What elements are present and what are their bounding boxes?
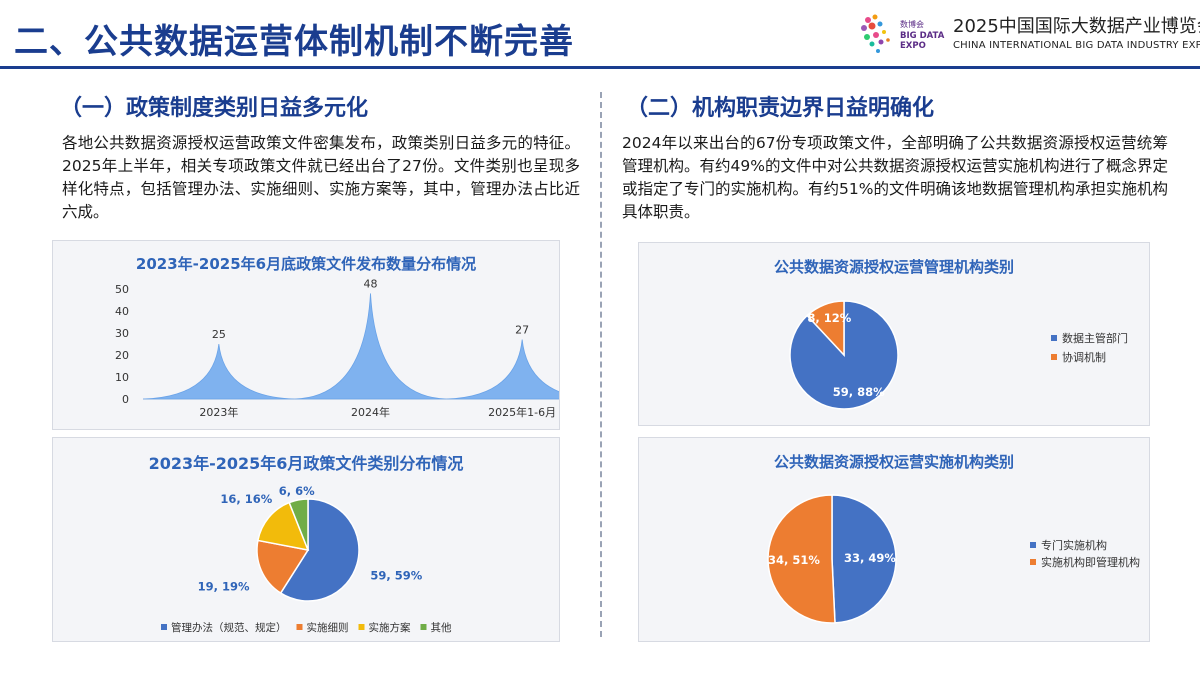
page-title: 二、公共数据运营体制机制不断完善 — [14, 22, 574, 62]
left-section-title: （一）政策制度类别日益多元化 — [60, 96, 369, 121]
category-pie-chart: 59, 59% 19, 19% 16, 16% 6, 6% 管理办法（规范、规定） 实施细… — [161, 484, 452, 634]
y-tick-label: 40 — [115, 305, 129, 318]
legend-swatch — [1030, 559, 1036, 565]
pie-data-label: 59, 88% — [833, 385, 885, 399]
pie-data-label: 59, 59% — [370, 569, 422, 583]
header-rule — [0, 66, 1200, 69]
pie-slice-1 — [831, 494, 897, 624]
pie-data-label: 33, 49% — [844, 551, 896, 565]
pie-slice-4 — [288, 498, 309, 551]
impl-chart-title: 公共数据资源授权运营实施机构类别 — [773, 453, 1014, 471]
legend-swatch — [1051, 354, 1057, 360]
area-spike-2 — [294, 293, 447, 400]
y-tick-label: 20 — [115, 349, 129, 362]
trend-chart-panel: 2023年-2025年6月底政策文件发布数量分布情况 0 10 20 30 40 50 25… — [52, 240, 560, 430]
expo-logo-line-3: EXPO — [900, 41, 926, 51]
pie-data-label: 34, 51% — [768, 553, 820, 567]
legend-label: 数据主管部门 — [1062, 331, 1128, 345]
left-paragraph: 各地公共数据资源授权运营政策文件密集发布，政策类别日益多元的特征。2025年上半… — [62, 134, 580, 221]
legend-label: 协调机制 — [1062, 350, 1106, 364]
impl-chart-panel: 公共数据资源授权运营实施机构类别 33, 49% 34, 51% 专门实施机构实施机… — [638, 437, 1150, 642]
expo-name-cn: 2025中国国际大数据产业博览会 — [953, 16, 1200, 37]
area-spike-3 — [446, 339, 559, 400]
legend-label: 实施方案 — [369, 621, 411, 634]
legend-swatch — [161, 624, 167, 630]
x-tick-label: 2025年1-6月 — [488, 405, 556, 419]
category-chart-panel: 2023年-2025年6月政策文件类别分布情况 59, 59% 19, 19% 16… — [52, 437, 560, 642]
legend-swatch — [420, 624, 427, 630]
data-label: 48 — [364, 277, 378, 290]
legend-swatch — [296, 624, 303, 630]
legend-swatch — [1051, 335, 1057, 341]
legend-swatch — [358, 624, 365, 630]
pie-slice-2 — [806, 300, 845, 357]
mgmt-chart-panel: 公共数据资源授权运营管理机构类别 59, 88% 8, 12% 数据主管部门 协调机制 — [638, 242, 1150, 426]
pie-data-label: 6, 6% — [279, 484, 315, 498]
pie-data-label: 19, 19% — [198, 580, 250, 594]
trend-chart-title: 2023年-2025年6月底政策文件发布数量分布情况 — [135, 255, 477, 273]
expo-logo-dots-icon — [861, 14, 890, 53]
pie-slice-2 — [767, 494, 836, 624]
column-divider — [600, 92, 602, 637]
legend-label: 专门实施机构 — [1041, 538, 1107, 552]
expo-logo: 数博会 BIG DATA EXPO — [861, 14, 945, 53]
pie-slice-1 — [279, 498, 360, 602]
area-spike-1 — [142, 343, 295, 400]
legend-label: 其他 — [431, 621, 452, 634]
data-label: 25 — [212, 328, 226, 341]
y-tick-label: 30 — [115, 327, 129, 340]
pie-data-label: 16, 16% — [220, 492, 272, 506]
trend-chart: 0 10 20 30 40 50 25 2023年 48 2024年 27 2025年1-6月 — [115, 277, 559, 419]
right-paragraph: 2024年以来出台的67份专项政策文件，全部明确了公共数据资源授权运营统筹管理机… — [622, 134, 1168, 221]
data-label: 27 — [515, 324, 529, 337]
legend-label: 实施细则 — [307, 621, 349, 634]
y-tick-label: 50 — [115, 283, 129, 296]
category-chart-title: 2023年-2025年6月政策文件类别分布情况 — [148, 454, 464, 473]
legend-label: 管理办法（规范、规定） — [171, 621, 287, 634]
expo-logo-line-1: 数博会 — [900, 19, 924, 29]
pie-slice-3 — [257, 501, 310, 551]
mgmt-chart-title: 公共数据资源授权运营管理机构类别 — [773, 258, 1014, 276]
pie-slice-2 — [256, 539, 310, 595]
x-tick-label: 2023年 — [199, 405, 238, 419]
legend-swatch — [1030, 542, 1036, 548]
expo-logo-line-2: BIG DATA — [900, 31, 945, 41]
y-tick-label: 10 — [115, 371, 129, 384]
y-tick-label: 0 — [122, 393, 129, 406]
x-tick-label: 2024年 — [351, 405, 390, 419]
expo-name-en: CHINA INTERNATIONAL BIG DATA INDUSTRY EX… — [953, 40, 1200, 51]
legend-label: 实施机构即管理机构 — [1041, 555, 1140, 569]
pie-data-label: 8, 12% — [807, 311, 851, 325]
right-section-title: （二）机构职责边界日益明确化 — [626, 96, 935, 121]
